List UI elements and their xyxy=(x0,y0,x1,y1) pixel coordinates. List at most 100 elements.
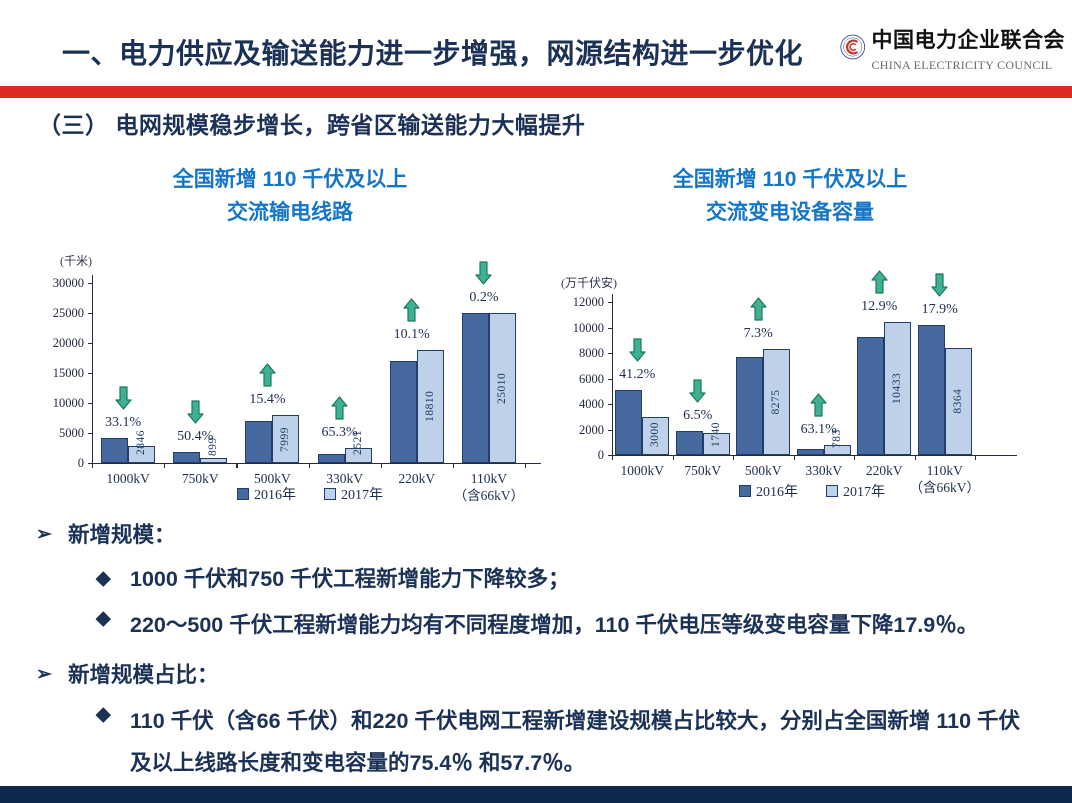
chart-title-left-line1: 全国新增 110 千伏及以上 xyxy=(172,168,408,191)
change-percent: 15.4% xyxy=(249,392,286,407)
x-tick xyxy=(612,455,614,460)
change-percent: 17.9% xyxy=(921,302,958,318)
y-axis xyxy=(612,294,614,456)
bar-value-label: 8364 xyxy=(951,389,964,415)
chart-legend: 2016年 2017年 xyxy=(692,481,932,501)
x-axis xyxy=(612,455,1017,457)
change-arrow-down-icon xyxy=(475,261,493,285)
bar-2017 xyxy=(344,447,372,463)
change-percent: 6.5% xyxy=(683,408,713,424)
x-tick xyxy=(733,455,735,460)
y-tick-label: 6000 xyxy=(579,371,604,386)
y-tick xyxy=(608,353,612,355)
category-label-line: 500kV xyxy=(744,463,782,478)
diamond-bullet-icon: ◆ xyxy=(96,704,111,725)
bar-2017 xyxy=(272,415,300,463)
x-tick xyxy=(164,463,166,468)
bar-value-label: 8275 xyxy=(770,389,783,415)
bar-2016 xyxy=(461,312,489,463)
logo-name-en: CHINA ELECTRICITY COUNCIL xyxy=(871,58,1053,72)
change-percent: 65.3% xyxy=(321,424,358,440)
category-label: 1000kV xyxy=(594,462,690,479)
category-label: 500kV xyxy=(224,470,320,487)
category-label: 750kV xyxy=(152,470,248,487)
bar-2016 xyxy=(173,452,201,463)
y-axis xyxy=(92,275,94,464)
legend-item: 2017年 xyxy=(826,481,885,501)
logo-name-cn: 中国电力企业联合会 xyxy=(871,29,1065,52)
y-tick xyxy=(608,378,612,380)
x-tick xyxy=(452,463,455,468)
transmission-lines-chart: (千米) 0 5000 10000 15000 20000 25000 30000 2846 33… xyxy=(53,250,566,520)
category-label: 220kV xyxy=(369,470,465,487)
arrow-bullet-icon: ➢ xyxy=(36,524,52,545)
change-arrow-down-icon xyxy=(931,273,948,297)
bar-2017 xyxy=(416,350,444,463)
legend-swatch-2016 xyxy=(739,485,751,497)
change-arrow-up-icon xyxy=(871,270,888,294)
change-arrow-up-icon xyxy=(750,297,767,322)
category-label-line: 110kV xyxy=(926,463,963,478)
y-tick xyxy=(88,313,92,315)
bar-2016 xyxy=(615,389,643,455)
x-tick xyxy=(914,455,916,460)
x-tick xyxy=(793,455,795,460)
y-tick xyxy=(608,302,612,304)
footer-bar xyxy=(0,786,1072,803)
bullet-heading-text: 新增规模占比： xyxy=(68,663,219,687)
legend-label: 2016年 xyxy=(756,485,798,500)
category-label-line: 330kV xyxy=(326,471,363,486)
y-tick xyxy=(88,373,92,375)
chart-legend: 2016年 2017年 xyxy=(190,484,430,504)
legend-swatch-2017 xyxy=(826,485,838,497)
chart-title-left: 全国新增 110 千伏及以上 交流输电线路 xyxy=(90,163,490,229)
category-label-line: 330kV xyxy=(805,463,843,478)
legend-label: 2017年 xyxy=(341,488,383,503)
y-tick xyxy=(88,403,92,405)
x-tick xyxy=(380,463,382,468)
x-tick xyxy=(308,463,310,468)
legend-item: 2016年 xyxy=(739,481,798,501)
y-tick-label: 30000 xyxy=(52,276,84,290)
bullet-heading-text: 新增规模： xyxy=(68,523,176,547)
bar-2016 xyxy=(245,421,273,463)
category-label: 1000kV xyxy=(80,470,176,487)
y-tick-label: 8000 xyxy=(579,346,604,360)
change-percent: 63.1% xyxy=(800,422,837,438)
change-arrow-up-icon xyxy=(403,298,420,322)
category-label-line: 1000kV xyxy=(620,463,665,478)
y-tick-label: 12000 xyxy=(572,295,604,309)
chart-title-right: 全国新增 110 千伏及以上 交流变电设备容量 xyxy=(590,163,990,229)
y-tick-label: 4000 xyxy=(579,397,604,411)
x-tick xyxy=(525,463,527,468)
y-tick-label: 10000 xyxy=(52,396,84,410)
y-tick-label: 0 xyxy=(77,456,84,470)
chart-title-right-line1: 全国新增 110 千伏及以上 xyxy=(672,168,908,191)
bullet-item-text: 110 千伏（含66 千伏）和220 千伏电网工程新增建设规模占比较大，分别占全… xyxy=(130,709,1021,775)
bar-2017 xyxy=(128,445,156,463)
diamond-bullet-icon: ◆ xyxy=(96,608,111,629)
category-label-line: 110kV xyxy=(470,471,508,486)
slide-title: 一、电力供应及输送能力进一步增强，网源结构进一步优化 xyxy=(62,38,804,69)
red-divider xyxy=(0,86,1072,98)
change-arrow-down-icon xyxy=(114,385,132,410)
y-tick xyxy=(608,327,612,329)
category-label: 110kV （含66kV） xyxy=(897,462,993,496)
x-tick xyxy=(236,463,238,468)
bar-2016 xyxy=(857,337,885,455)
category-label-line: 500kV xyxy=(254,471,291,486)
change-arrow-up-icon xyxy=(810,393,827,417)
bar-2016 xyxy=(675,431,703,455)
bar-value-label: 7999 xyxy=(279,426,292,452)
x-tick xyxy=(672,455,674,460)
chart-title-right-line2: 交流变电设备容量 xyxy=(706,201,874,224)
y-tick xyxy=(608,404,612,406)
category-label: 500kV xyxy=(715,462,811,479)
y-tick xyxy=(608,455,612,457)
section-title: （三） 电网规模稳步增长，跨省区输送能力大幅提升 xyxy=(38,112,586,138)
change-arrow-up-icon xyxy=(331,396,348,420)
y-tick-label: 5000 xyxy=(59,426,84,440)
category-label: 330kV xyxy=(297,470,393,487)
y-tick xyxy=(88,343,92,345)
